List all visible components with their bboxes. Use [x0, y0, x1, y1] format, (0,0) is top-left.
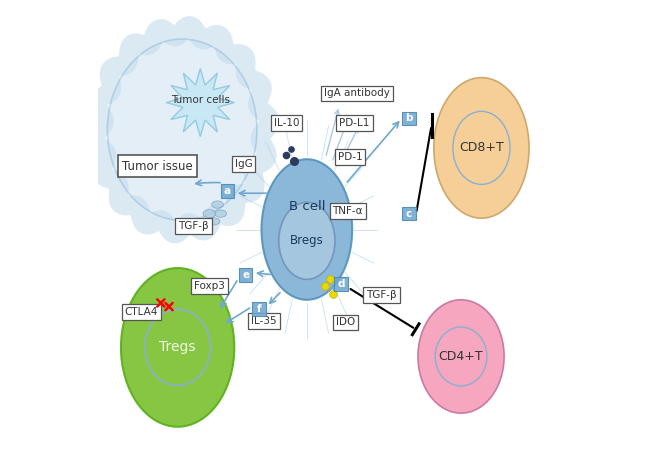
Text: IDO: IDO: [336, 318, 355, 327]
Text: Foxp3: Foxp3: [194, 281, 225, 291]
Text: Tumor cells: Tumor cells: [171, 95, 230, 105]
FancyBboxPatch shape: [252, 302, 266, 316]
Text: TGF-β: TGF-β: [367, 290, 397, 300]
FancyBboxPatch shape: [239, 268, 252, 282]
Text: IL-35: IL-35: [251, 316, 277, 326]
Ellipse shape: [418, 300, 504, 413]
Text: IgG: IgG: [235, 159, 252, 169]
Text: c: c: [406, 209, 412, 218]
Text: IL-10: IL-10: [274, 118, 299, 128]
Text: CTLA4: CTLA4: [125, 307, 158, 317]
Text: Bregs: Bregs: [290, 235, 324, 247]
Text: d: d: [337, 279, 345, 289]
Ellipse shape: [203, 210, 216, 218]
FancyBboxPatch shape: [334, 277, 348, 291]
Text: PD-1: PD-1: [337, 152, 362, 162]
Text: Tregs: Tregs: [159, 341, 196, 354]
Polygon shape: [166, 68, 234, 136]
Text: f: f: [257, 304, 261, 314]
Text: CD8+T: CD8+T: [459, 141, 504, 154]
Text: PD-L1: PD-L1: [339, 118, 370, 128]
Text: a: a: [224, 186, 231, 196]
Text: e: e: [242, 270, 249, 280]
Text: b: b: [405, 113, 413, 123]
FancyBboxPatch shape: [402, 207, 416, 220]
Ellipse shape: [261, 159, 352, 300]
Ellipse shape: [434, 78, 529, 218]
Text: TGF-β: TGF-β: [178, 221, 209, 231]
Ellipse shape: [279, 202, 335, 280]
Text: TNF-α: TNF-α: [332, 207, 363, 216]
Text: IgA antibody: IgA antibody: [324, 89, 390, 99]
Text: B cell: B cell: [289, 200, 325, 213]
FancyBboxPatch shape: [221, 184, 234, 198]
Text: CD4+T: CD4+T: [439, 350, 484, 363]
Ellipse shape: [121, 268, 234, 427]
Ellipse shape: [107, 39, 257, 220]
Text: Tumor issue: Tumor issue: [122, 160, 192, 173]
FancyBboxPatch shape: [402, 112, 416, 125]
Ellipse shape: [208, 218, 220, 225]
Ellipse shape: [214, 210, 227, 217]
Ellipse shape: [212, 201, 224, 208]
